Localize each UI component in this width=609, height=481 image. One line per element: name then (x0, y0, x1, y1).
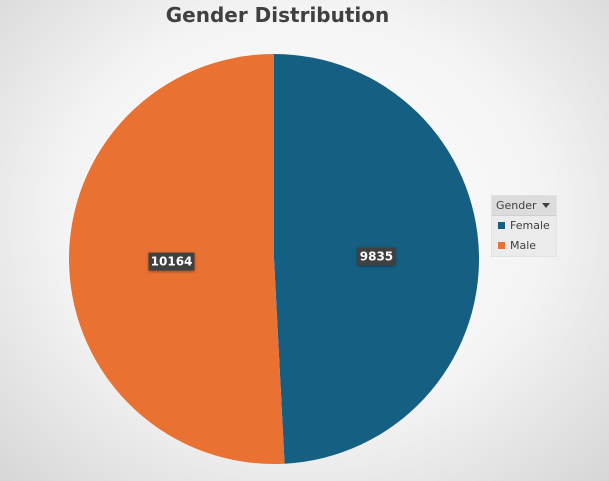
legend-item-male: Male (492, 236, 556, 256)
data-label-text: 9835 (360, 249, 393, 263)
legend-label: Female (510, 219, 550, 232)
legend-label: Male (510, 239, 537, 252)
data-label-female: 9835 (357, 247, 396, 266)
data-label-box (357, 247, 396, 266)
chevron-down-icon[interactable] (542, 203, 550, 208)
legend-item-female: Female (492, 216, 556, 236)
chart-title: Gender Distribution (165, 3, 390, 27)
legend-filter-dropdown[interactable]: Gender (492, 196, 556, 216)
legend-swatch (498, 242, 505, 249)
data-label-male: 10164 (148, 252, 195, 271)
legend-title: Gender (496, 199, 537, 212)
legend-swatch (498, 222, 505, 229)
data-label-text: 10164 (151, 255, 193, 269)
data-label-box (148, 252, 195, 271)
legend: Gender Female Male (491, 195, 557, 257)
